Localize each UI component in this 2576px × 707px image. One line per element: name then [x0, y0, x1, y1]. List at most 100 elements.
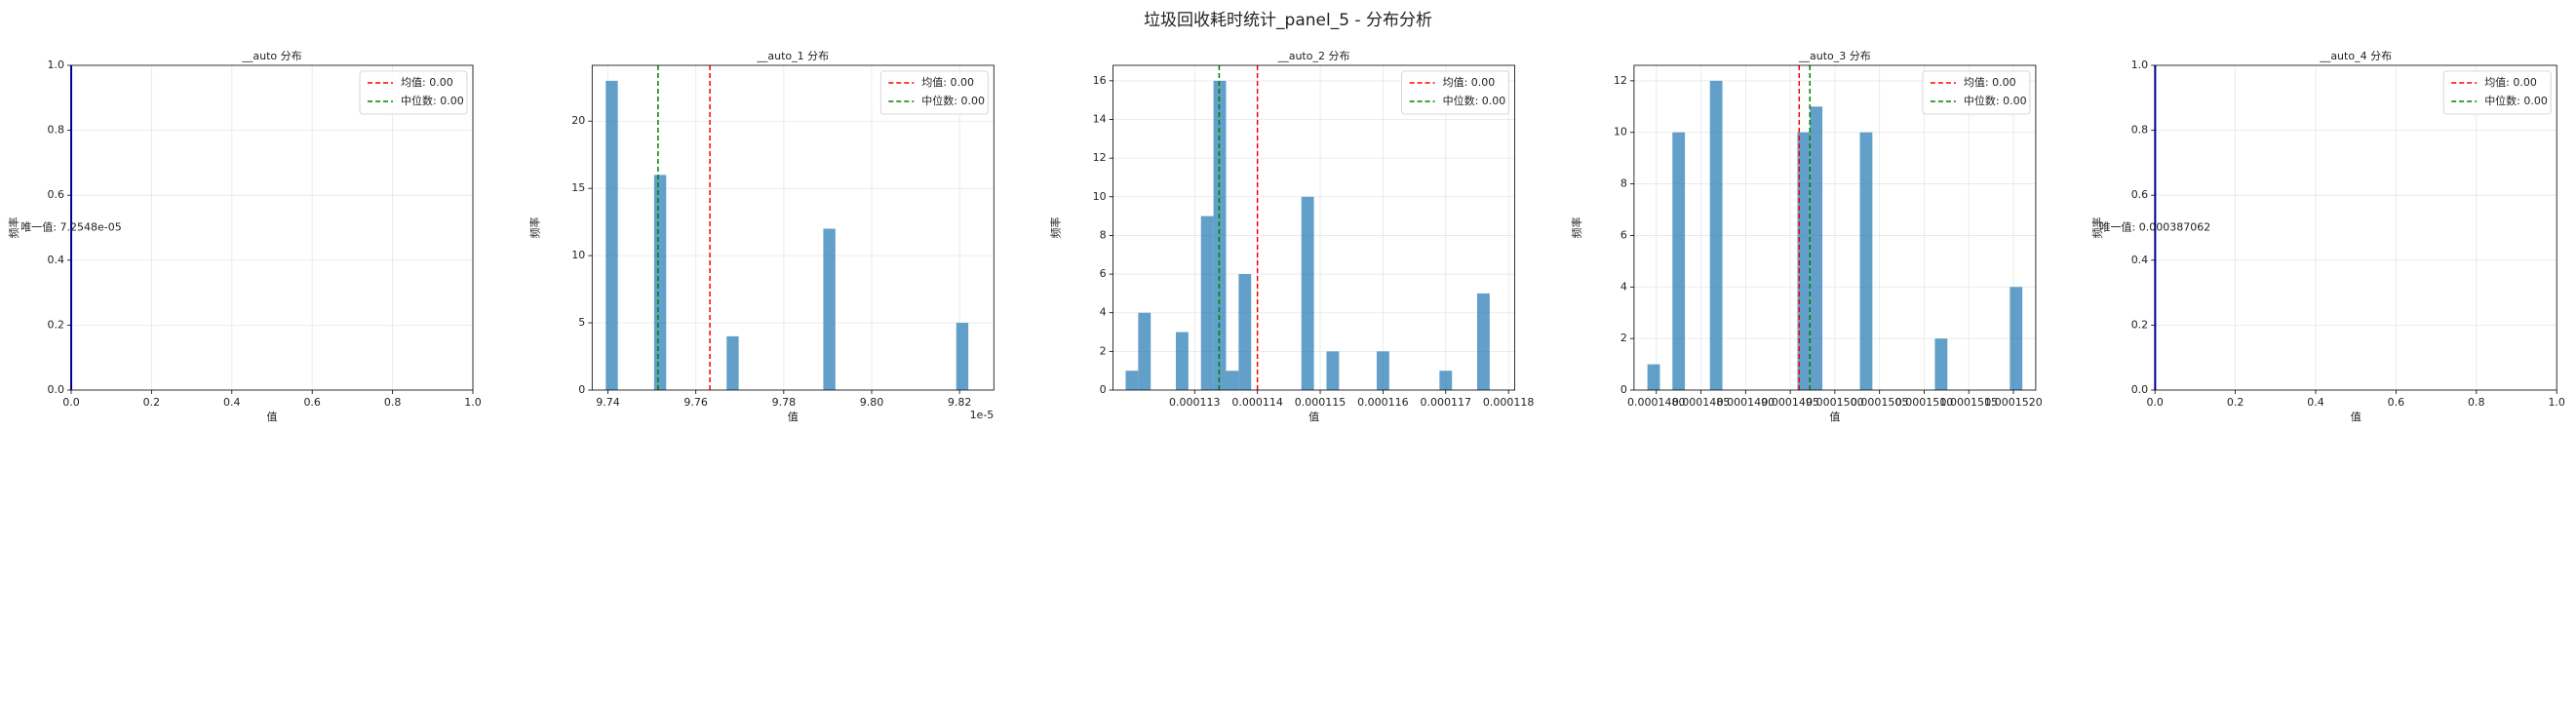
- panel: __auto 分布 0.0 0.2 0.4 0.6 0.8 1.0 0.0 0.2 0.4 0.6 0…: [7, 50, 482, 423]
- legend-label: 均值: 0.00: [1964, 76, 2016, 89]
- x-tick-label: 0.000117: [1421, 396, 1472, 409]
- x-tick-label: 0.8: [384, 396, 402, 409]
- y-tick-label: 12: [1093, 151, 1107, 164]
- y-tick-label: 0.2: [48, 318, 65, 331]
- y-tick-label: 6: [1620, 228, 1627, 241]
- y-tick-label: 14: [1093, 113, 1107, 126]
- x-tick-label: 9.80: [860, 396, 884, 409]
- axes-frame: [2154, 64, 2557, 391]
- histogram-bar: [1238, 274, 1252, 390]
- histogram-bar: [1125, 371, 1139, 390]
- legend-label: 中位数: 0.00: [1964, 94, 2027, 107]
- y-tick-label: 0.8: [2131, 124, 2149, 137]
- panel: __auto_4 分布 0.0 0.2 0.4 0.6 0.8 1.0 0.0 0.2 0.4 0.…: [2090, 50, 2565, 423]
- y-tick-label: 0.2: [2131, 318, 2149, 331]
- x-axis-label: 值: [2351, 411, 2361, 423]
- y-tick-label: 0: [1100, 383, 1107, 396]
- axes-frame: [591, 64, 995, 391]
- panel: __auto_2 分布 0.000113 0.000114 0.000115 0.000…: [1049, 50, 1535, 423]
- x-tick-label: 0.000115: [1295, 396, 1347, 409]
- y-axis-label: 频率: [1049, 217, 1063, 239]
- x-tick-label: 0.8: [2468, 396, 2485, 409]
- y-tick-label: 2: [1100, 344, 1107, 357]
- x-tick-label: 0.000116: [1357, 396, 1409, 409]
- y-tick-label: 0: [578, 383, 585, 396]
- legend-box: [359, 70, 468, 115]
- x-axis-label: 值: [1829, 411, 1840, 423]
- y-tick-label: 10: [571, 249, 585, 261]
- x-offset-label: 1e-5: [970, 409, 995, 421]
- axes-frame: [70, 64, 474, 391]
- x-tick-label: 0.0001490: [1717, 396, 1776, 409]
- histogram-bar: [956, 323, 969, 390]
- histogram-bar: [1709, 80, 1723, 390]
- legend-label: 均值: 0.00: [1443, 76, 1496, 89]
- x-tick-label: 9.82: [948, 396, 972, 409]
- histogram-bar: [1138, 312, 1151, 390]
- axes-frame: [1112, 64, 1515, 391]
- y-tick-label: 10: [1614, 126, 1627, 138]
- y-tick-label: 10: [1093, 190, 1107, 203]
- y-tick-label: 0.0: [48, 383, 65, 396]
- x-tick-label: 0.2: [2227, 396, 2244, 409]
- x-tick-label: 0.2: [143, 396, 161, 409]
- legend-label: 均值: 0.00: [921, 76, 974, 89]
- panel-title: __auto_3 分布: [1798, 50, 1871, 62]
- histogram-bar: [1301, 196, 1314, 390]
- legend-label: 均值: 0.00: [401, 76, 453, 89]
- y-tick-label: 15: [571, 181, 585, 194]
- x-tick-label: 9.78: [772, 396, 797, 409]
- x-axis-label: 值: [1308, 411, 1319, 423]
- panel-title: __auto_4 分布: [2319, 50, 2392, 62]
- histogram-bar: [1797, 132, 1811, 390]
- x-tick-label: 0.6: [303, 396, 321, 409]
- panel-title: __auto 分布: [241, 50, 301, 62]
- y-tick-label: 20: [571, 114, 585, 127]
- histogram-bar: [726, 335, 739, 390]
- panel: __auto_3 分布0.00014800.00014850.00014900.…: [1570, 50, 2043, 423]
- histogram-bar: [1200, 216, 1214, 390]
- x-tick-label: 0.0001495: [1761, 396, 1819, 409]
- x-tick-label: 0.0001485: [1672, 396, 1731, 409]
- histogram-bar: [1226, 371, 1239, 390]
- y-axis-label: 频率: [2090, 217, 2104, 239]
- x-tick-label: 0.000113: [1169, 396, 1221, 409]
- x-tick-label: 0.0001515: [1939, 396, 1998, 409]
- y-tick-label: 1.0: [48, 59, 65, 71]
- axes-frame: [1633, 64, 2037, 391]
- histogram-bar: [1859, 132, 1873, 390]
- y-tick-label: 0.4: [48, 254, 65, 266]
- panel: __auto_1 分布 9.74 9.76 9.78 9.80 9.82 0 5 10 15 20 值…: [527, 50, 995, 423]
- histogram-bar: [653, 175, 667, 390]
- y-tick-label: 4: [1620, 280, 1627, 293]
- panel-title: __auto_2 分布: [1277, 50, 1350, 62]
- legend-box: [879, 70, 989, 115]
- y-tick-label: 0.6: [2131, 188, 2149, 201]
- y-tick-label: 0.0: [2131, 383, 2149, 396]
- x-tick-label: 0.000114: [1231, 396, 1283, 409]
- y-tick-label: 16: [1093, 74, 1107, 87]
- legend-box: [1401, 70, 1509, 115]
- y-tick-label: 6: [1100, 267, 1107, 280]
- histogram-bar: [823, 228, 836, 390]
- y-tick-label: 5: [578, 316, 585, 329]
- x-axis-label: 值: [267, 411, 278, 423]
- panel-title: __auto_1 分布: [756, 50, 829, 62]
- y-tick-label: 4: [1100, 306, 1107, 319]
- legend-box: [2442, 70, 2552, 115]
- y-tick-label: 0.4: [2131, 254, 2149, 266]
- x-tick-label: 0.0001500: [1806, 396, 1864, 409]
- x-tick-label: 0.000118: [1483, 396, 1535, 409]
- histogram-bar: [2010, 287, 2023, 390]
- histogram-bar: [1934, 338, 1948, 390]
- legend-label: 均值: 0.00: [2484, 76, 2537, 89]
- x-tick-label: 0.0: [2146, 396, 2164, 409]
- x-tick-label: 0.4: [223, 396, 241, 409]
- y-tick-label: 0.8: [48, 124, 65, 137]
- y-tick-label: 0: [1620, 383, 1627, 396]
- histogram-bar: [605, 80, 618, 390]
- x-tick-label: 0.0001505: [1851, 396, 1909, 409]
- x-tick-label: 1.0: [2548, 396, 2565, 409]
- legend-label: 中位数: 0.00: [1443, 94, 1506, 107]
